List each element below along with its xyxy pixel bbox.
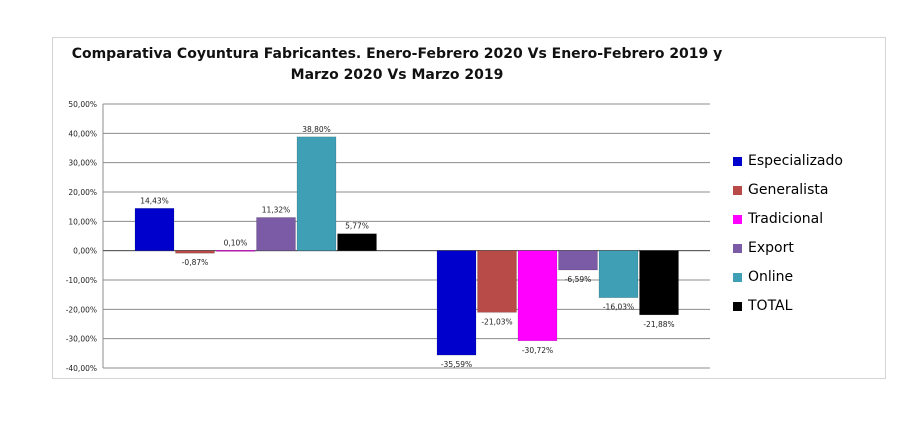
bar-tradicional xyxy=(517,250,558,342)
legend-swatch xyxy=(733,243,742,253)
y-tick-label: -10,00% xyxy=(66,276,97,285)
bar-especializado xyxy=(134,208,175,251)
legend-swatch xyxy=(733,185,742,195)
legend-label: Online xyxy=(748,269,794,285)
y-tick-label: 40,00% xyxy=(68,129,97,138)
bar-total xyxy=(337,233,377,251)
data-label: -30,72% xyxy=(522,346,553,355)
bar-total xyxy=(639,250,679,316)
data-label: 5,77% xyxy=(345,222,369,231)
legend-item-export: Export xyxy=(733,237,794,259)
bar-online xyxy=(598,250,639,298)
chart-title-line-1: Comparativa Coyuntura Fabricantes. Enero… xyxy=(71,46,723,62)
data-label: -0,87% xyxy=(182,258,209,267)
legend-item-online: Online xyxy=(733,266,793,288)
data-label: -21,03% xyxy=(481,317,512,326)
y-tick-label: -20,00% xyxy=(66,305,97,314)
data-label: 11,32% xyxy=(262,205,291,214)
bar-generalista xyxy=(477,250,517,313)
y-tick-label: -40,00% xyxy=(66,364,97,373)
chart-title-line-2: Marzo 2020 Vs Marzo 2019 xyxy=(290,67,504,83)
bar-especializado xyxy=(436,250,477,356)
legend-item-generalista: Generalista xyxy=(733,179,828,201)
data-label: 0,10% xyxy=(224,238,248,247)
data-label: -35,59% xyxy=(441,360,472,369)
y-tick-label: 20,00% xyxy=(68,188,97,197)
data-label: -16,03% xyxy=(603,303,634,312)
legend-item-tradicional: Tradicional xyxy=(733,208,823,230)
bar-export xyxy=(558,250,598,271)
legend-label: TOTAL xyxy=(748,298,793,314)
legend-swatch xyxy=(733,156,742,166)
y-tick-label: 50,00% xyxy=(68,100,97,109)
y-tick-label: -30,00% xyxy=(66,335,97,344)
bar-generalista xyxy=(175,250,215,254)
legend-swatch xyxy=(733,301,742,311)
data-label: 14,43% xyxy=(140,196,169,205)
y-tick-label: 0,00% xyxy=(73,247,97,256)
legend-item-especializado: Especializado xyxy=(733,150,843,172)
legend-swatch xyxy=(733,272,742,282)
bar-export xyxy=(256,217,296,251)
legend-label: Tradicional xyxy=(748,211,824,227)
data-label: -21,88% xyxy=(643,320,674,329)
legend-label: Especializado xyxy=(748,153,843,169)
bar-tradicional xyxy=(215,250,256,252)
legend-label: Export xyxy=(748,240,794,256)
chart-title: Comparativa Coyuntura Fabricantes. Enero… xyxy=(52,44,742,86)
y-tick-label: 10,00% xyxy=(68,217,97,226)
data-label: -6,59% xyxy=(565,275,592,284)
bar-online xyxy=(296,136,337,251)
legend-swatch xyxy=(733,214,742,224)
legend-label: Generalista xyxy=(748,182,829,198)
data-label: 38,80% xyxy=(302,125,331,134)
legend-item-total: TOTAL xyxy=(733,295,792,317)
y-tick-label: 30,00% xyxy=(68,159,97,168)
